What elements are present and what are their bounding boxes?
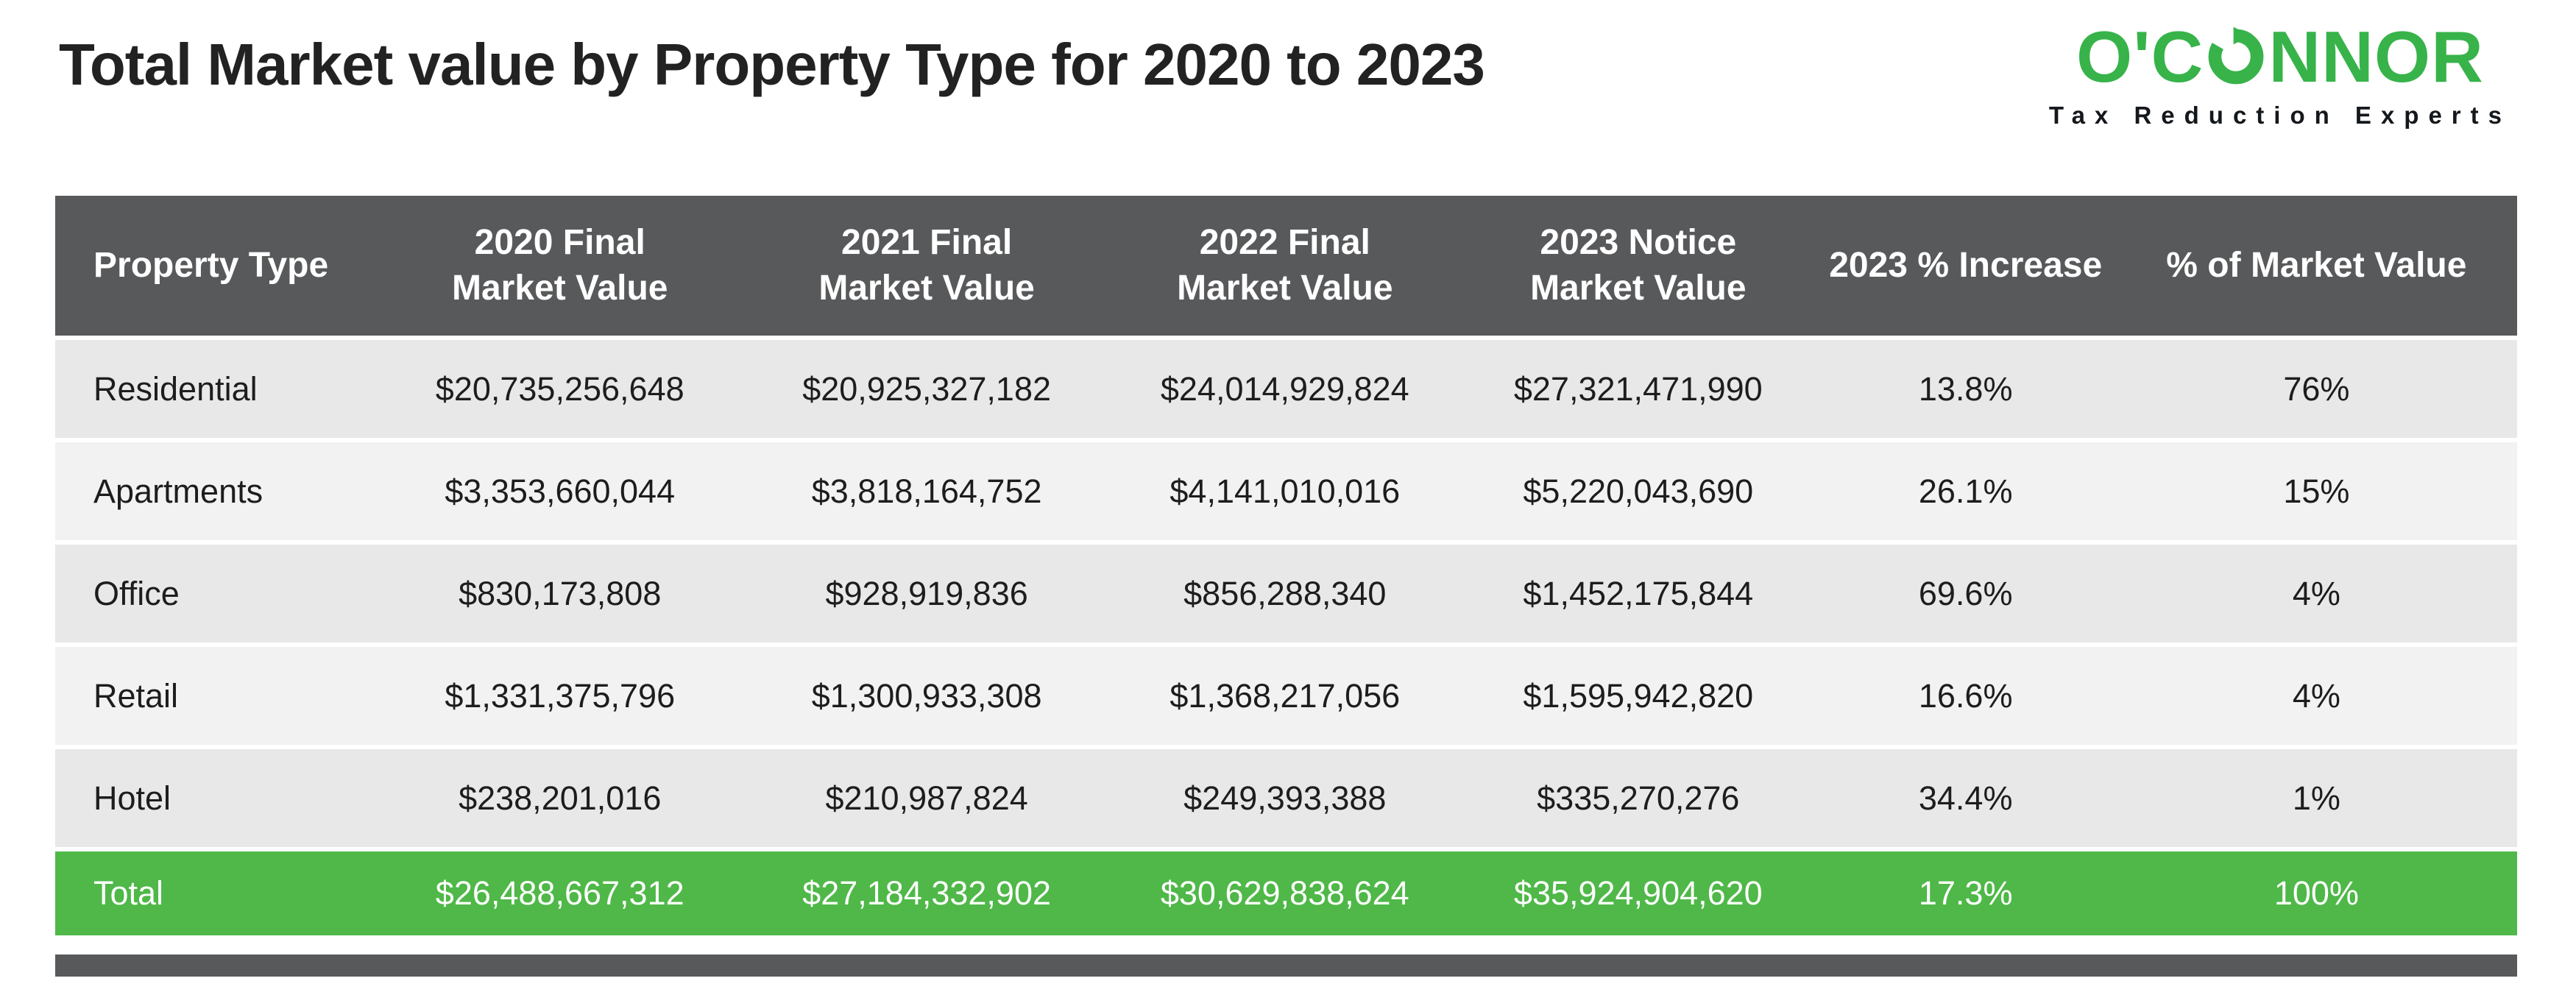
row-label-cell: Residential (55, 340, 375, 438)
value-cell: $928,919,836 (744, 545, 1109, 642)
value-cell: $335,270,276 (1460, 749, 1816, 847)
value-cell: $210,987,824 (744, 749, 1109, 847)
value-cell: $4,141,010,016 (1108, 442, 1461, 540)
value-cell: $20,735,256,648 (375, 340, 745, 438)
row-label-cell: Total (55, 851, 375, 935)
value-cell: 69.6% (1815, 545, 2116, 642)
brand-wordmark: O'C NNOR (2049, 21, 2511, 93)
table-header-row: Property Type 2020 Final Market Value 2021… (55, 196, 2517, 336)
footer-bar (55, 955, 2517, 977)
row-label-cell: Office (55, 545, 375, 642)
value-cell: $5,220,043,690 (1460, 442, 1816, 540)
brand-logo: O'C NNOR Tax Reduction Experts (2049, 21, 2511, 130)
value-cell: $30,629,838,624 (1108, 851, 1461, 935)
value-cell: $1,452,175,844 (1460, 545, 1816, 642)
table-row: Apartments $3,353,660,044 $3,818,164,752 $4… (55, 442, 2517, 540)
value-cell: $249,393,388 (1108, 749, 1461, 847)
brand-wordmark-prefix: O'C (2076, 16, 2204, 97)
value-cell: $1,368,217,056 (1108, 647, 1461, 745)
table-row: Hotel $238,201,016 $210,987,824 $249,393,38… (55, 749, 2517, 847)
value-cell: 16.6% (1815, 647, 2116, 745)
value-cell: $24,014,929,824 (1108, 340, 1461, 438)
value-cell: $830,173,808 (375, 545, 745, 642)
column-header: 2023 Notice Market Value (1460, 196, 1816, 336)
value-cell: 13.8% (1815, 340, 2116, 438)
table-head: Property Type 2020 Final Market Value 2021… (55, 196, 2517, 336)
row-label-cell: Hotel (55, 749, 375, 847)
value-cell: $238,201,016 (375, 749, 745, 847)
column-header: 2021 Final Market Value (744, 196, 1109, 336)
value-cell: 4% (2115, 545, 2517, 642)
brand-wordmark-suffix: NNOR (2268, 16, 2484, 97)
row-label-cell: Retail (55, 647, 375, 745)
value-cell: $26,488,667,312 (375, 851, 745, 935)
table-row: Retail $1,331,375,796 $1,300,933,308 $1,368… (55, 647, 2517, 745)
table-row: Residential $20,735,256,648 $20,925,327,18… (55, 340, 2517, 438)
value-cell: 17.3% (1815, 851, 2116, 935)
table-row: Office $830,173,808 $928,919,836 $856,288,3… (55, 545, 2517, 642)
value-cell: $27,321,471,990 (1460, 340, 1816, 438)
rotating-arrow-o-icon (2205, 26, 2267, 88)
table-body: Residential $20,735,256,648 $20,925,327,18… (55, 340, 2517, 935)
value-cell: $1,300,933,308 (744, 647, 1109, 745)
brand-tagline: Tax Reduction Experts (2048, 102, 2511, 129)
value-cell: 1% (2115, 749, 2517, 847)
page-title: Total Market value by Property Type for … (59, 32, 1485, 97)
value-cell: 100% (2115, 851, 2517, 935)
column-header: 2020 Final Market Value (375, 196, 745, 336)
value-cell: 4% (2115, 647, 2517, 745)
value-cell: 34.4% (1815, 749, 2116, 847)
value-cell: 76% (2115, 340, 2517, 438)
column-header: Property Type (55, 196, 375, 336)
value-cell: $856,288,340 (1108, 545, 1461, 642)
value-cell: $1,595,942,820 (1460, 647, 1816, 745)
total-row: Total $26,488,667,312 $27,184,332,902 $30,6… (55, 851, 2517, 935)
value-cell: $1,331,375,796 (375, 647, 745, 745)
value-cell: $27,184,332,902 (744, 851, 1109, 935)
column-header: 2023 % Increase (1815, 196, 2116, 336)
column-header: % of Market Value (2115, 196, 2517, 336)
value-cell: 26.1% (1815, 442, 2116, 540)
column-header: 2022 Final Market Value (1108, 196, 1461, 336)
value-cell: 15% (2115, 442, 2517, 540)
market-value-table: Property Type 2020 Final Market Value 2021… (55, 191, 2517, 940)
row-label-cell: Apartments (55, 442, 375, 540)
value-cell: $3,353,660,044 (375, 442, 745, 540)
value-cell: $3,818,164,752 (744, 442, 1109, 540)
value-cell: $35,924,904,620 (1460, 851, 1816, 935)
value-cell: $20,925,327,182 (744, 340, 1109, 438)
